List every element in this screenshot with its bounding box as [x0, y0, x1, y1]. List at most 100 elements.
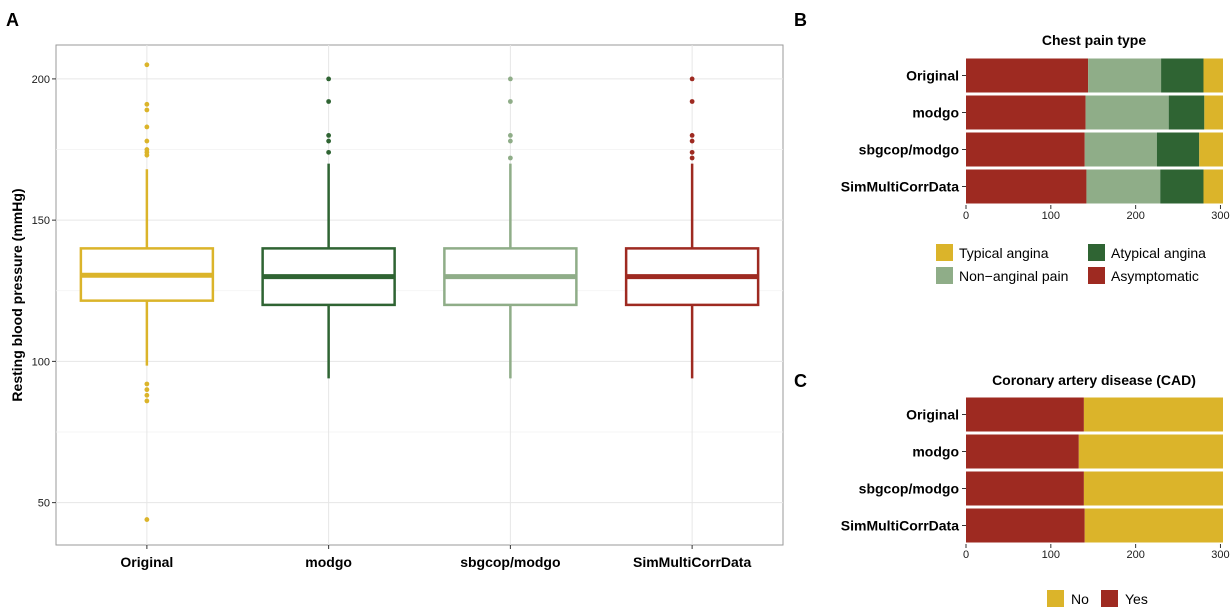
- outlier-point: [507, 76, 513, 82]
- bar-segment: [966, 58, 1089, 93]
- outlier-point: [689, 149, 695, 155]
- x-tick-label: sbgcop/modgo: [460, 554, 560, 570]
- x-tick-label: 100: [1042, 549, 1060, 561]
- panel-c-stacked-bar: Coronary artery disease (CAD) Original mo…: [841, 372, 1230, 607]
- box-group: [624, 76, 760, 379]
- outlier-point: [144, 517, 150, 522]
- outlier-point: [326, 149, 332, 155]
- outlier-point: [326, 138, 332, 144]
- legend-swatch: [1088, 267, 1105, 284]
- bar-segment: [1156, 132, 1200, 167]
- legend-label: No: [1071, 591, 1089, 607]
- x-tick-label: 200: [1126, 210, 1144, 222]
- y-tick-label: modgo: [912, 105, 959, 121]
- box-group: [79, 62, 215, 522]
- y-tick-label: modgo: [912, 444, 959, 460]
- outlier-point: [689, 132, 695, 138]
- outlier-point: [507, 132, 513, 138]
- x-tick-label: SimMultiCorrData: [633, 554, 751, 570]
- outlier-point: [144, 398, 150, 404]
- y-tick-label: 100: [32, 356, 50, 368]
- outlier-point: [689, 155, 695, 161]
- legend-swatch: [1088, 244, 1105, 261]
- y-tick-label: 50: [38, 498, 50, 510]
- bar-segment: [966, 508, 1085, 543]
- outlier-point: [689, 138, 695, 144]
- legend-swatch: [1047, 590, 1064, 607]
- bar-segment: [1084, 508, 1223, 543]
- outlier-point: [144, 381, 150, 387]
- panel-b-letter: B: [794, 10, 807, 30]
- panel-c-letter: C: [794, 371, 807, 391]
- bar-segment: [966, 434, 1079, 469]
- y-tick-label: Original: [906, 68, 959, 84]
- panel-a-letter: A: [6, 10, 19, 30]
- bar-segment: [1160, 169, 1204, 204]
- y-tick-label: Original: [906, 407, 959, 423]
- bar-segment: [966, 471, 1084, 506]
- outlier-point: [507, 138, 513, 144]
- outlier-point: [507, 155, 513, 161]
- outlier-point: [326, 132, 332, 138]
- panel-a-x-axis: Original modgo sbgcop/modgo SimMultiCorrDat…: [120, 545, 751, 570]
- bar-segment: [1078, 434, 1223, 469]
- outlier-point: [144, 101, 150, 107]
- bar-segment: [1203, 169, 1223, 204]
- outlier-point: [144, 138, 150, 144]
- legend-label: Non−anginal pain: [959, 268, 1068, 284]
- bar-segment: [1168, 95, 1205, 130]
- panel-c-title: Coronary artery disease (CAD): [992, 372, 1196, 388]
- y-tick-label: sbgcop/modgo: [859, 481, 959, 497]
- outlier-point: [144, 124, 150, 130]
- box-group: [261, 76, 396, 379]
- legend-swatch: [936, 267, 953, 284]
- legend-label: Asymptomatic: [1111, 268, 1199, 284]
- outlier-point: [326, 76, 332, 82]
- bar-segment: [966, 169, 1087, 204]
- panel-a-y-axis: 50 100 150 200: [32, 74, 56, 510]
- panel-b-bars: [966, 58, 1223, 204]
- x-tick-label: 0: [963, 549, 969, 561]
- x-tick-label: 100: [1042, 210, 1060, 222]
- legend-label: Atypical angina: [1111, 245, 1206, 261]
- panel-a-y-axis-title: Resting blood pressure (mmHg): [9, 188, 25, 401]
- bar-segment: [1085, 95, 1169, 130]
- x-tick-label: modgo: [305, 554, 352, 570]
- outlier-point: [326, 99, 332, 104]
- bar-segment: [966, 132, 1085, 167]
- bar-segment: [1088, 58, 1162, 93]
- outlier-point: [689, 99, 695, 104]
- y-tick-label: 200: [32, 74, 50, 86]
- legend-label: Typical angina: [959, 245, 1049, 261]
- outlier-point: [144, 152, 150, 158]
- x-tick-label: Original: [120, 554, 173, 570]
- outlier-point: [689, 76, 695, 82]
- x-tick-label: 300: [1211, 210, 1229, 222]
- y-tick-label: SimMultiCorrData: [841, 518, 959, 534]
- bar-segment: [1204, 95, 1223, 130]
- outlier-point: [507, 99, 513, 104]
- panel-c-legend: No Yes: [1047, 590, 1148, 607]
- panel-b-stacked-bar: Chest pain type Original modgo sbgcop/modg…: [841, 32, 1230, 284]
- outlier-point: [144, 62, 150, 68]
- y-tick-label: sbgcop/modgo: [859, 142, 959, 158]
- outlier-point: [144, 392, 150, 398]
- bar-segment: [1083, 471, 1223, 506]
- legend-label: Yes: [1125, 591, 1148, 607]
- bar-segment: [966, 95, 1086, 130]
- panel-a-boxplot: 50 100 150 200 Original modgo sbgcop/modgo Sim…: [9, 44, 784, 570]
- panel-b-title: Chest pain type: [1042, 32, 1146, 48]
- bar-segment: [1083, 397, 1223, 432]
- bar-segment: [1086, 169, 1161, 204]
- panel-c-bars: [966, 397, 1223, 543]
- x-tick-label: 300: [1211, 549, 1229, 561]
- bar-segment: [1203, 58, 1223, 93]
- panel-b-legend: Typical angina Atypical angina Non−anginal…: [936, 244, 1206, 284]
- bar-segment: [966, 397, 1084, 432]
- bar-segment: [1161, 58, 1204, 93]
- x-tick-label: 0: [963, 210, 969, 222]
- outlier-point: [144, 387, 150, 393]
- bar-segment: [1084, 132, 1157, 167]
- panel-a-boxes: [79, 62, 760, 522]
